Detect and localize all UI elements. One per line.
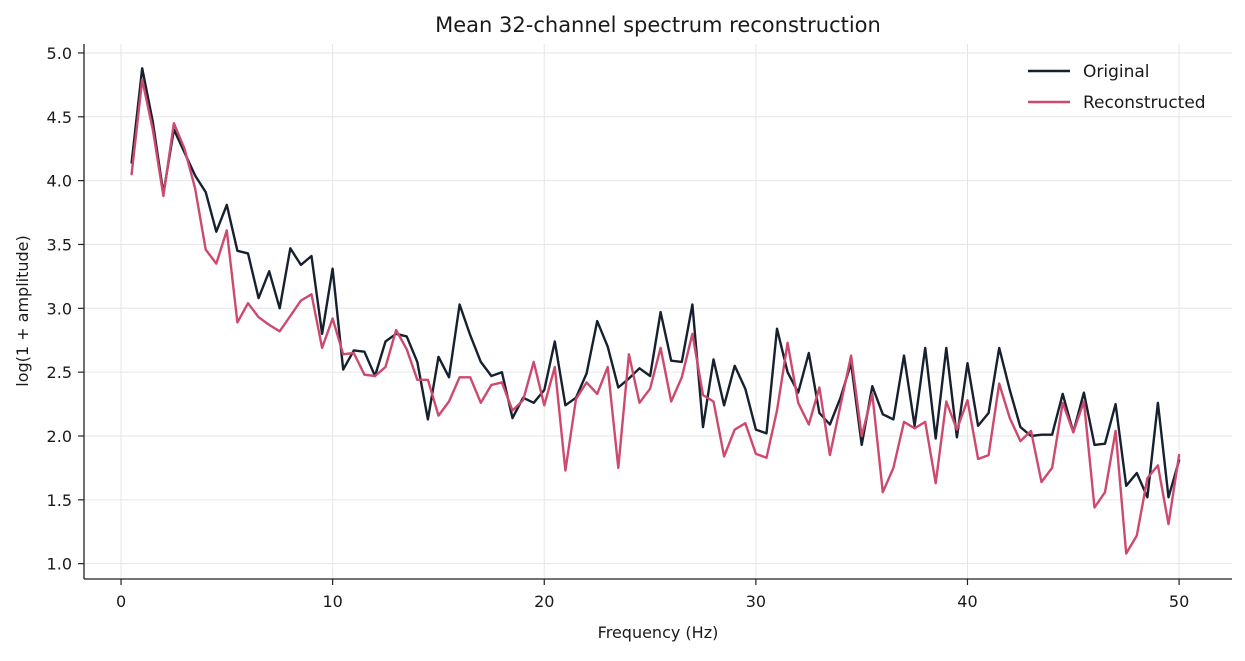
x-tick-label: 10 (322, 592, 342, 611)
x-ticks: 0 10 20 30 40 50 (116, 579, 1189, 611)
y-tick-label: 4.0 (47, 172, 72, 191)
chart-title: Mean 32-channel spectrum reconstruction (435, 13, 881, 37)
grid (84, 44, 1232, 579)
y-tick-label: 2.5 (47, 363, 72, 382)
y-tick-label: 3.0 (47, 299, 72, 318)
x-tick-label: 30 (746, 592, 766, 611)
axes (83, 44, 1232, 580)
y-tick-label: 2.0 (47, 427, 72, 446)
series-lines (130, 67, 1181, 555)
x-tick-label: 50 (1169, 592, 1189, 611)
y-ticks: 1.0 1.5 2.0 2.5 3.0 3.5 4.0 4.5 5.0 (47, 44, 84, 574)
y-axis-label: log(1 + amplitude) (13, 235, 32, 386)
y-tick-label: 4.5 (47, 108, 72, 127)
y-tick-label: 5.0 (47, 44, 72, 63)
y-tick-label: 1.5 (47, 491, 72, 510)
x-tick-label: 40 (957, 592, 977, 611)
x-tick-label: 0 (116, 592, 126, 611)
y-tick-label: 1.0 (47, 555, 72, 574)
series-line-reconstructed (130, 78, 1181, 555)
legend-label-original: Original (1083, 62, 1150, 82)
legend: Original Reconstructed (1028, 62, 1206, 113)
x-axis-label: Frequency (Hz) (598, 623, 719, 642)
x-tick-label: 20 (534, 592, 554, 611)
series-line-original (130, 67, 1181, 499)
y-tick-label: 3.5 (47, 235, 72, 254)
legend-label-reconstructed: Reconstructed (1083, 93, 1206, 113)
